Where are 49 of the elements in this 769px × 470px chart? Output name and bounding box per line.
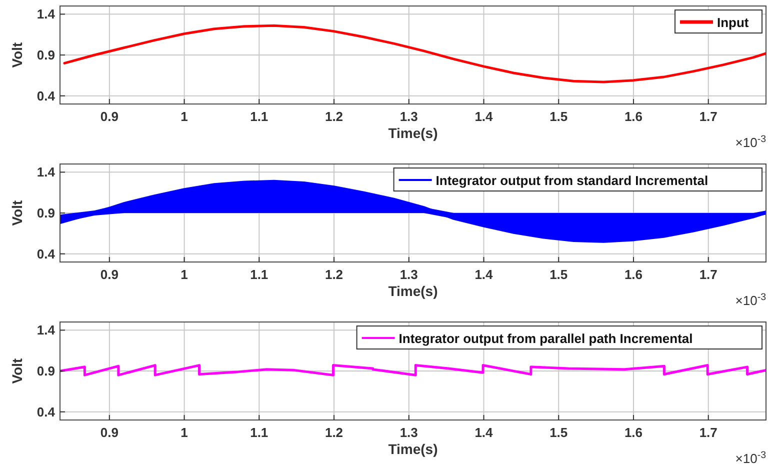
x-tick-label: 1	[180, 267, 188, 282]
x-tick-label: 1	[180, 425, 188, 440]
x-tick-label: 1.2	[324, 109, 344, 124]
y-tick-label: 0.9	[36, 48, 55, 62]
x-tick-label: 1.3	[400, 425, 418, 440]
x-tick-label: 1.7	[699, 109, 718, 124]
x-tick-label: 1.6	[624, 109, 643, 124]
y-tick-label: 0.4	[36, 404, 56, 420]
y-tick-label: 1.4	[36, 6, 56, 22]
x-axis-title: Time(s)	[388, 441, 438, 457]
x-tick-label: 1.1	[250, 109, 268, 124]
x-tick-label: 1.2	[324, 267, 344, 282]
x-tick-label: 0.9	[100, 267, 118, 282]
text: ×10$^{-3}$	[735, 292, 766, 308]
x-tick-label: 1.6	[624, 425, 643, 440]
y-tick-label: 0.4	[36, 246, 56, 262]
x-tick-label: 0.9	[100, 425, 118, 440]
y-axis-title: Volt	[9, 200, 25, 226]
legend-label: Input	[717, 15, 750, 30]
x-tick-label: 0.9	[100, 109, 118, 124]
y-axis-title: Volt	[9, 42, 25, 68]
y-tick-label: 0.4	[36, 88, 56, 104]
x-tick-label: 1.4	[474, 267, 494, 282]
x-tick-label: 1.6	[624, 267, 643, 282]
y-tick-label: 1.4	[36, 322, 56, 338]
x-tick-label: 1.1	[250, 267, 268, 282]
x-tick-label: 1.5	[550, 425, 568, 440]
y-tick-label: 0.9	[36, 206, 55, 220]
x-axis-title: Time(s)	[388, 125, 438, 141]
x-tick-label: 1.5	[550, 267, 568, 282]
x-axis-title: Time(s)	[388, 283, 438, 299]
x-tick-label: 1.7	[699, 425, 718, 440]
x-tick-label: 1.2	[324, 425, 344, 440]
text: ×10$^{-3}$	[735, 450, 766, 466]
text: ×10$^{-3}$	[735, 134, 766, 150]
line-series	[60, 364, 766, 376]
y-tick-label: 1.4	[36, 164, 56, 180]
x-tick-label: 1.5	[550, 109, 568, 124]
x-tick-label: 1.3	[400, 109, 418, 124]
legend-label: Integrator output from standard Incremental	[436, 173, 708, 188]
legend-label: Integrator output from parallel path Incremental	[398, 331, 693, 346]
x-tick-label: 1.4	[474, 109, 494, 124]
x-tick-label: 1.3	[400, 267, 418, 282]
x-tick-label: 1.1	[250, 425, 268, 440]
x-tick-label: 1.7	[699, 267, 718, 282]
x-tick-label: 1	[180, 109, 188, 124]
y-axis-title: Volt	[9, 358, 25, 384]
x-tick-label: 1.4	[474, 425, 494, 440]
y-tick-label: 0.9	[36, 364, 55, 378]
